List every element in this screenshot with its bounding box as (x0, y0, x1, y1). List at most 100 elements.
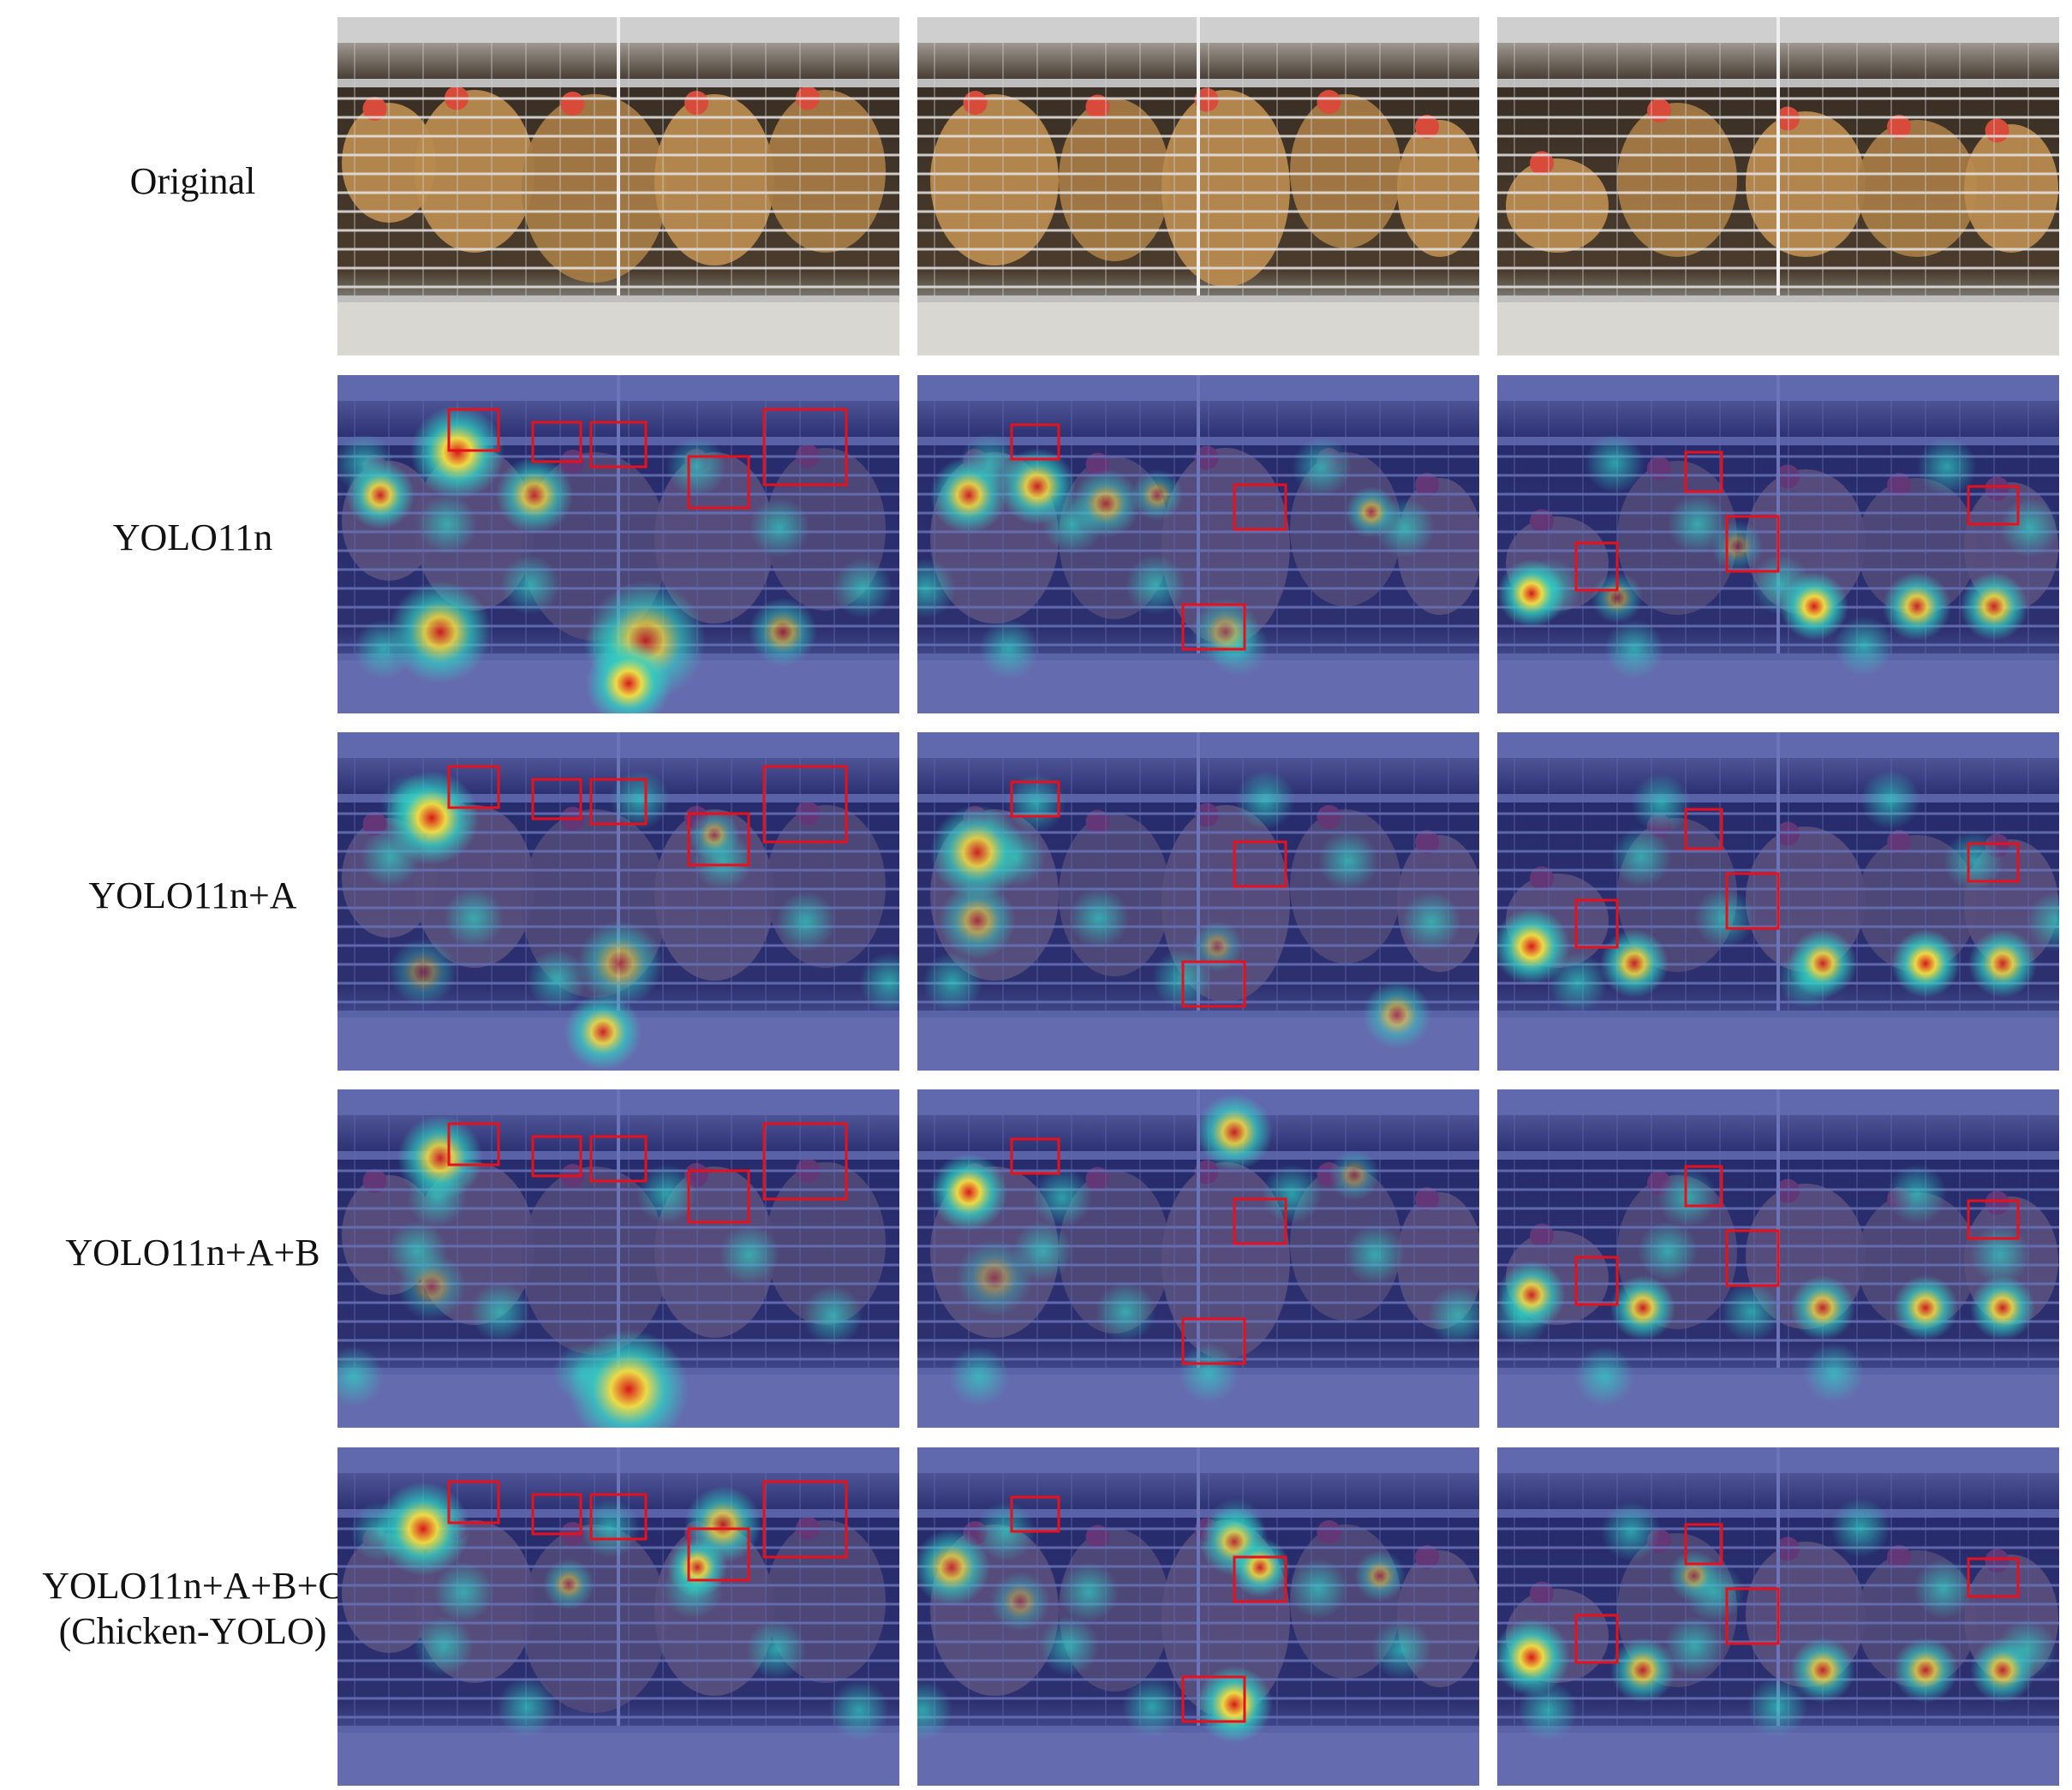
heat-hotspot (956, 1239, 1033, 1316)
detection-box (1725, 872, 1780, 930)
detection-box (1684, 1165, 1723, 1208)
heat-hotspot (1196, 1094, 1273, 1171)
heat-haze (1611, 827, 1671, 887)
heat-haze (527, 949, 587, 1009)
heat-hotspot (939, 882, 1016, 959)
heat-haze (803, 1286, 863, 1345)
heatmap-yolo11n-1 (337, 375, 899, 713)
heatmap-overlay (337, 732, 899, 1071)
heat-hotspot (1497, 559, 1566, 628)
detection-box (1233, 1197, 1287, 1245)
heat-haze (1318, 831, 1378, 891)
detection-box (589, 1135, 648, 1183)
detection-box (531, 1493, 582, 1536)
heat-haze (859, 952, 899, 1012)
heatmap-yolo11n-a-1 (337, 732, 899, 1071)
heat-haze (1032, 1167, 1092, 1227)
detection-box (1010, 1495, 1060, 1533)
heat-hotspot (564, 993, 642, 1071)
detection-box (1181, 960, 1246, 1008)
heat-hotspot (586, 641, 672, 713)
row-label-line: YOLO11n (112, 516, 273, 558)
heat-haze (1179, 1343, 1239, 1403)
row-label-chicken-yolo: YOLO11n+A+B+C (Chicken-YOLO) (0, 1564, 385, 1655)
row-label-line: YOLO11n+A+B (65, 1232, 320, 1274)
heat-haze (444, 888, 504, 948)
heat-hotspot (930, 805, 1024, 899)
heat-hotspot (1363, 981, 1431, 1049)
detection-box (531, 778, 582, 820)
heat-haze (1664, 1616, 1724, 1676)
heat-hotspot (1960, 572, 2028, 641)
heatmap-overlay (1497, 375, 2059, 713)
detection-box (1684, 808, 1723, 850)
detection-box (447, 408, 500, 452)
heat-haze (1601, 1501, 1661, 1561)
heat-hotspot (569, 1329, 689, 1428)
heat-hotspot (346, 461, 415, 529)
heat-haze (1371, 1620, 1431, 1680)
heat-hotspot (397, 1252, 466, 1321)
heat-haze (2000, 498, 2059, 558)
detection-box (687, 455, 750, 510)
cage-photo (337, 17, 899, 355)
heat-hotspot (543, 1559, 594, 1610)
detection-box (762, 765, 848, 844)
heat-haze (1914, 1559, 1973, 1619)
heat-hotspot (1591, 572, 1643, 624)
heat-hotspot (1610, 1638, 1675, 1703)
heat-hotspot (1191, 921, 1243, 972)
heat-hotspot (1711, 521, 1763, 572)
heat-hotspot (1780, 572, 1848, 641)
detection-box (1010, 423, 1060, 461)
detection-box (762, 408, 848, 486)
heat-haze (1834, 616, 1894, 676)
heat-hotspot (1497, 1619, 1570, 1696)
detection-box (1233, 483, 1287, 531)
heat-haze (1694, 888, 1754, 948)
detection-box (1967, 1557, 2020, 1598)
heat-haze (1059, 1562, 1119, 1622)
detection-box (687, 1169, 750, 1224)
heat-haze (1830, 1498, 1890, 1558)
heat-hotspot (1497, 908, 1570, 985)
heat-hotspot (1230, 1537, 1290, 1597)
heat-hotspot (1600, 929, 1669, 998)
detection-box (1574, 898, 1619, 949)
heat-haze (1887, 1164, 1947, 1224)
detection-box (1684, 450, 1723, 493)
heat-hotspot (667, 1537, 727, 1597)
heatmap-chicken-yolo-3 (1497, 1447, 2059, 1786)
heat-hotspot (1883, 572, 1951, 641)
heat-haze (1292, 437, 1352, 497)
heatmap-yolo11n-a-3 (1497, 732, 2059, 1071)
heat-haze (337, 1346, 384, 1406)
heat-hotspot (930, 456, 1007, 534)
detection-box (1684, 1523, 1723, 1566)
detection-box (1574, 1256, 1619, 1306)
detection-box (1010, 780, 1060, 818)
heatmap-overlay (917, 1089, 1479, 1428)
row-label-line: YOLO11n+A+B+C (42, 1565, 343, 1607)
heat-hotspot (1346, 486, 1397, 538)
heat-hotspot (1790, 1275, 1855, 1340)
heatmap-yolo11n-a-b-1 (337, 1089, 899, 1428)
detection-box (531, 1135, 582, 1178)
heat-hotspot (1497, 1261, 1566, 1329)
heat-haze (1804, 1343, 1864, 1403)
detection-box (447, 1122, 500, 1166)
row-label-original: Original (0, 159, 385, 205)
heat-haze (1262, 1164, 1322, 1224)
heat-haze (979, 619, 1039, 679)
detection-box (1010, 1137, 1060, 1175)
heat-haze (720, 1225, 779, 1285)
heat-hotspot (496, 456, 573, 534)
heat-hotspot (1669, 1550, 1720, 1602)
heat-haze (1574, 1346, 1634, 1406)
detection-box (1574, 1614, 1619, 1664)
heat-haze (636, 1164, 696, 1224)
heat-haze (1401, 892, 1461, 952)
detection-box (1181, 603, 1246, 651)
heatmap-chicken-yolo-2 (917, 1447, 1479, 1786)
heat-haze (1631, 773, 1691, 833)
